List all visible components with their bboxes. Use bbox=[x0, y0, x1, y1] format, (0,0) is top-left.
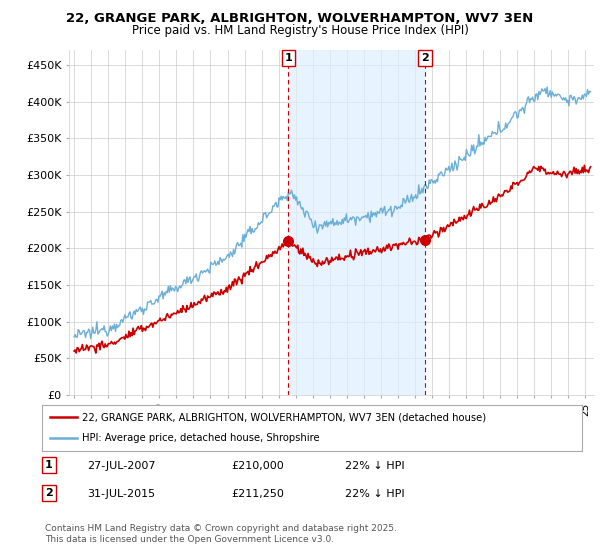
Text: Price paid vs. HM Land Registry's House Price Index (HPI): Price paid vs. HM Land Registry's House … bbox=[131, 24, 469, 36]
Text: 22, GRANGE PARK, ALBRIGHTON, WOLVERHAMPTON, WV7 3EN: 22, GRANGE PARK, ALBRIGHTON, WOLVERHAMPT… bbox=[67, 12, 533, 25]
Text: Contains HM Land Registry data © Crown copyright and database right 2025.
This d: Contains HM Land Registry data © Crown c… bbox=[45, 524, 397, 544]
Text: £211,250: £211,250 bbox=[231, 489, 284, 500]
Text: 2: 2 bbox=[421, 53, 429, 63]
Text: 22% ↓ HPI: 22% ↓ HPI bbox=[345, 461, 404, 472]
Text: £210,000: £210,000 bbox=[231, 461, 284, 472]
Text: HPI: Average price, detached house, Shropshire: HPI: Average price, detached house, Shro… bbox=[83, 433, 320, 444]
Text: 1: 1 bbox=[284, 53, 292, 63]
Text: 31-JUL-2015: 31-JUL-2015 bbox=[87, 489, 155, 500]
Text: 27-JUL-2007: 27-JUL-2007 bbox=[87, 461, 155, 472]
Text: 2: 2 bbox=[45, 488, 53, 498]
Text: 22, GRANGE PARK, ALBRIGHTON, WOLVERHAMPTON, WV7 3EN (detached house): 22, GRANGE PARK, ALBRIGHTON, WOLVERHAMPT… bbox=[83, 412, 487, 422]
Text: 1: 1 bbox=[45, 460, 53, 470]
Text: 22% ↓ HPI: 22% ↓ HPI bbox=[345, 489, 404, 500]
Bar bbox=[289, 50, 425, 395]
